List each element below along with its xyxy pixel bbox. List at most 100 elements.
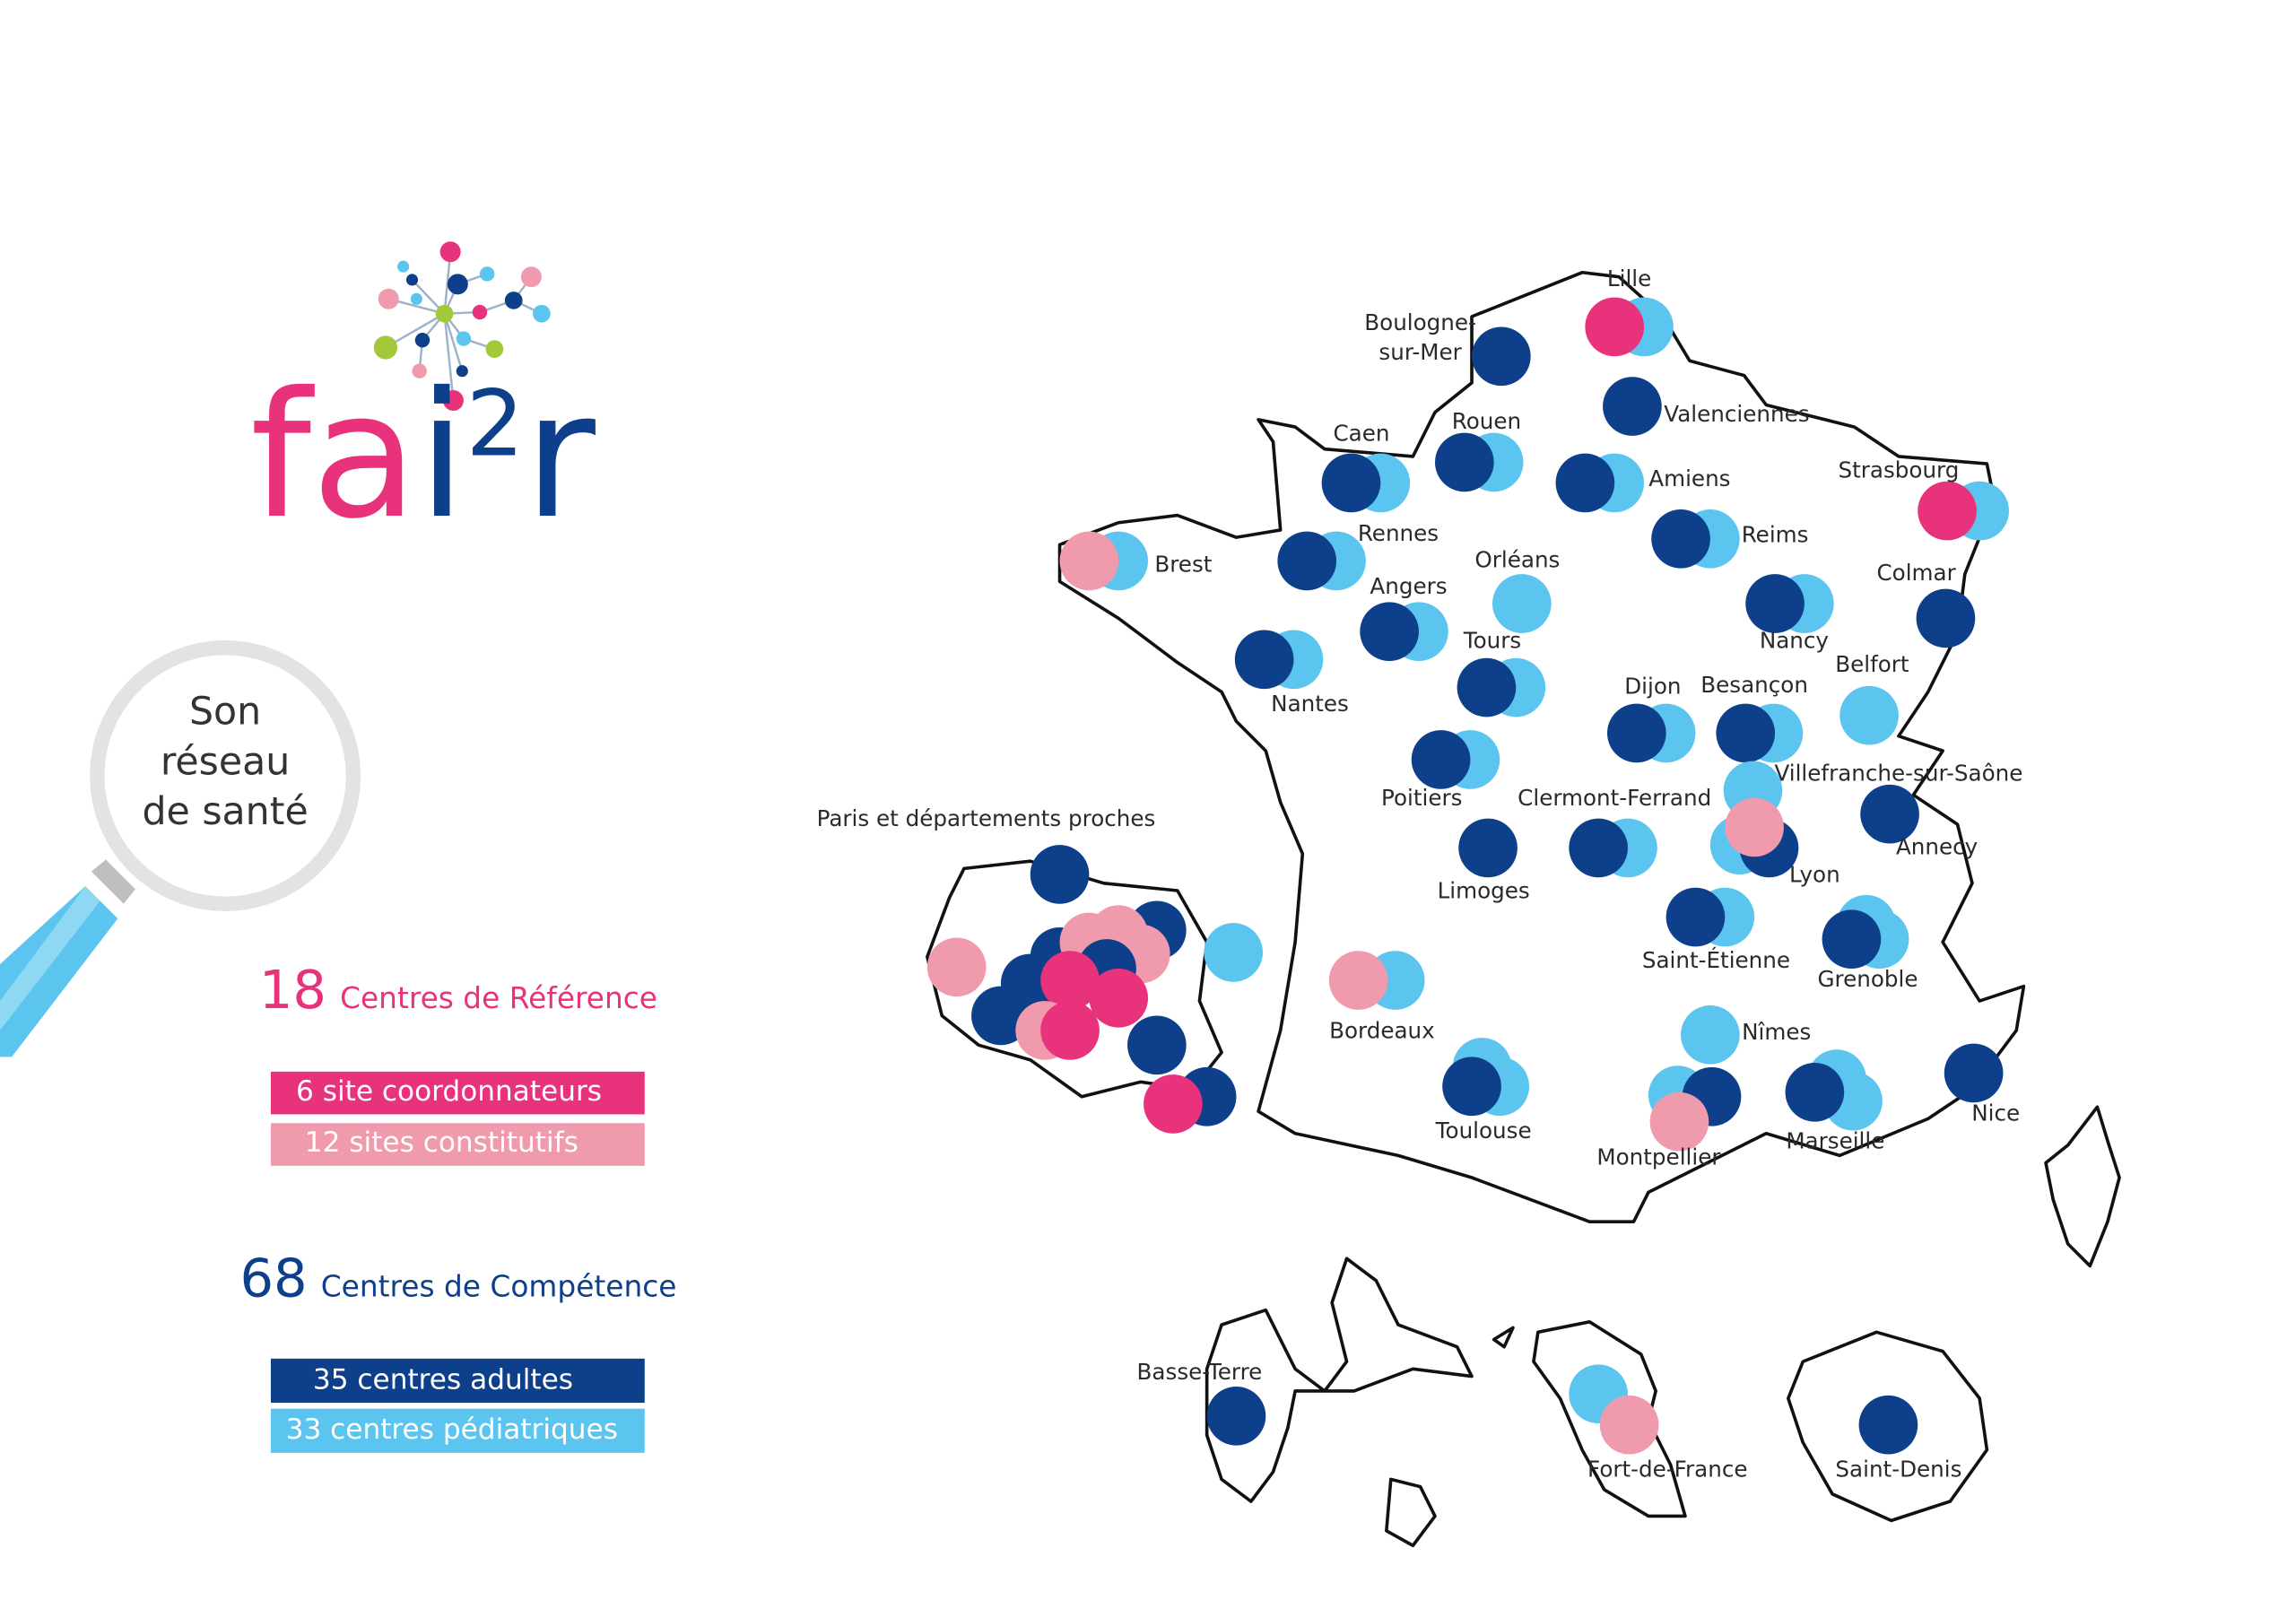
magnifier-text: réseau <box>161 739 291 784</box>
magnifier-text: de santé <box>142 789 308 834</box>
reunion-outline <box>1787 1330 1989 1523</box>
city-label: Belfort <box>1835 651 1909 677</box>
marker <box>1716 703 1776 763</box>
logo-part: r <box>524 354 596 557</box>
marker <box>1649 1092 1709 1152</box>
marker <box>1328 951 1388 1010</box>
marker <box>1569 818 1628 878</box>
city-label: Lille <box>1607 265 1651 291</box>
city-label: Colmar <box>1876 560 1956 586</box>
legend-text: 35 centres adultes <box>313 1363 573 1396</box>
marker <box>1585 297 1645 357</box>
marker <box>1665 887 1726 947</box>
city-label: Lyon <box>1789 862 1840 888</box>
magnifier <box>0 640 361 1057</box>
marker <box>1204 923 1263 982</box>
legend-text: 33 centres pédiatriques <box>286 1413 618 1446</box>
marker <box>1916 588 1976 648</box>
marker <box>1599 1395 1659 1455</box>
marker <box>971 986 1031 1046</box>
marker <box>1860 784 1919 844</box>
legend-bar <box>270 1408 645 1453</box>
city-label: Toulouse <box>1435 1118 1532 1144</box>
competence-count: 68 <box>239 1248 307 1309</box>
marker <box>1206 1387 1266 1446</box>
city-label: Angers <box>1370 573 1447 599</box>
city-label: sur-Mer <box>1378 339 1462 365</box>
marker <box>1918 481 1977 541</box>
city-label: Tours <box>1463 628 1521 654</box>
city-label: Montpellier <box>1596 1144 1721 1170</box>
marker <box>1858 1395 1918 1455</box>
city-label: Reims <box>1742 522 1809 548</box>
marker <box>1321 453 1381 513</box>
marker <box>1745 574 1805 633</box>
city-label: Rennes <box>1358 520 1439 546</box>
marker <box>1089 968 1148 1028</box>
competence-label: Centres de Compétence <box>321 1270 677 1304</box>
guadeloupe-outline <box>1205 1257 1474 1548</box>
marker <box>1492 574 1552 633</box>
city-label: Nancy <box>1760 628 1829 654</box>
marker <box>1411 730 1471 789</box>
corsica-outline <box>2044 1105 2121 1268</box>
reference-count: 18 <box>259 959 326 1021</box>
marker <box>1651 509 1710 569</box>
marker <box>1472 326 1531 387</box>
city-label: Fort-de-France <box>1587 1457 1747 1483</box>
marker <box>1555 453 1615 513</box>
city-label: Caen <box>1333 420 1389 446</box>
marker <box>1725 797 1784 857</box>
city-label: Basse-Terre <box>1137 1359 1263 1385</box>
city-label: Limoges <box>1438 878 1530 904</box>
logo-text: fai2r <box>250 354 596 557</box>
city-label: Annecy <box>1896 833 1978 859</box>
marker <box>1360 602 1419 661</box>
marker <box>1944 1043 2004 1103</box>
city-label: Bordeaux <box>1329 1018 1435 1044</box>
region-label: Paris et départements proches <box>817 805 1156 831</box>
city-label: Besançon <box>1700 672 1808 698</box>
marker <box>1603 377 1662 436</box>
city-label: Grenoble <box>1817 966 1918 992</box>
marker <box>1144 1074 1203 1134</box>
logo-part: i <box>418 354 466 557</box>
reference-label: Centres de Référence <box>340 981 657 1015</box>
marker <box>1030 845 1090 904</box>
legend-text: 6 site coordonnateurs <box>296 1075 602 1108</box>
legend-bar <box>270 1123 645 1166</box>
city-labels: Lille Boulogne-sur-Mer Valenciennes Caen Rou… <box>1137 265 2023 1483</box>
marker <box>1681 1005 1740 1065</box>
city-label: Poitiers <box>1381 785 1462 811</box>
city-label: Brest <box>1154 551 1212 577</box>
marker <box>926 937 987 997</box>
city-label: Nice <box>1971 1100 2020 1126</box>
legend-text: 12 sites constitutifs <box>305 1126 578 1159</box>
marker <box>1040 1001 1100 1060</box>
marker <box>1442 1057 1501 1117</box>
city-label: Nîmes <box>1742 1019 1811 1045</box>
martinique-outline <box>1492 1320 1687 1518</box>
city-label: Nantes <box>1271 691 1349 717</box>
city-label: Strasbourg <box>1838 457 1959 483</box>
logo-network <box>373 241 551 412</box>
logo-superscript: 2 <box>466 370 525 476</box>
city-label: Boulogne- <box>1364 309 1476 335</box>
city-label: Saint-Denis <box>1835 1457 1961 1483</box>
marker <box>1822 909 1882 969</box>
marker <box>1040 951 1100 1010</box>
city-label: Marseille <box>1786 1128 1884 1154</box>
city-label: Villefranche-sur-Saône <box>1774 760 2022 786</box>
marker <box>1785 1063 1845 1122</box>
marker <box>1458 818 1518 878</box>
marker <box>1457 657 1517 718</box>
city-label: Saint-Étienne <box>1642 947 1790 973</box>
marker <box>1607 703 1666 763</box>
marker <box>1127 1015 1187 1075</box>
marker <box>1234 630 1294 690</box>
city-label: Rouen <box>1452 408 1521 434</box>
marker <box>1839 685 1899 745</box>
magnifier-text: Son <box>189 690 261 735</box>
